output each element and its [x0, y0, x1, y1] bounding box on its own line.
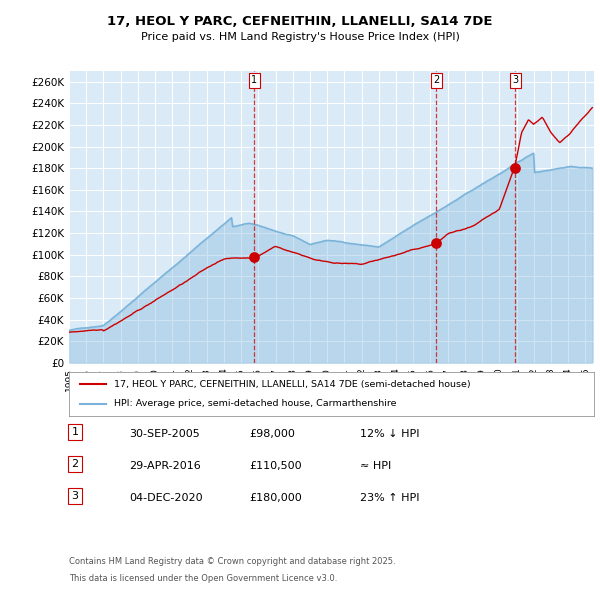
- Text: This data is licensed under the Open Government Licence v3.0.: This data is licensed under the Open Gov…: [69, 574, 337, 583]
- Text: 29-APR-2016: 29-APR-2016: [129, 461, 201, 471]
- Text: £110,500: £110,500: [249, 461, 302, 471]
- Text: 30-SEP-2005: 30-SEP-2005: [129, 429, 200, 439]
- Text: 2: 2: [433, 75, 439, 85]
- Text: £180,000: £180,000: [249, 493, 302, 503]
- Text: 23% ↑ HPI: 23% ↑ HPI: [360, 493, 419, 503]
- Text: HPI: Average price, semi-detached house, Carmarthenshire: HPI: Average price, semi-detached house,…: [113, 399, 396, 408]
- Text: ≈ HPI: ≈ HPI: [360, 461, 391, 471]
- Text: 1: 1: [71, 427, 79, 437]
- Text: 2: 2: [71, 459, 79, 469]
- Point: [249, 252, 259, 261]
- Point: [431, 238, 441, 248]
- Text: Price paid vs. HM Land Registry's House Price Index (HPI): Price paid vs. HM Land Registry's House …: [140, 32, 460, 42]
- Text: 3: 3: [512, 75, 518, 85]
- Text: 17, HEOL Y PARC, CEFNEITHIN, LLANELLI, SA14 7DE (semi-detached house): 17, HEOL Y PARC, CEFNEITHIN, LLANELLI, S…: [113, 379, 470, 389]
- Text: 12% ↓ HPI: 12% ↓ HPI: [360, 429, 419, 439]
- Text: 1: 1: [251, 75, 257, 85]
- Text: 04-DEC-2020: 04-DEC-2020: [129, 493, 203, 503]
- Text: £98,000: £98,000: [249, 429, 295, 439]
- Text: 17, HEOL Y PARC, CEFNEITHIN, LLANELLI, SA14 7DE: 17, HEOL Y PARC, CEFNEITHIN, LLANELLI, S…: [107, 15, 493, 28]
- Text: 3: 3: [71, 491, 79, 501]
- Point: [511, 163, 520, 173]
- Text: Contains HM Land Registry data © Crown copyright and database right 2025.: Contains HM Land Registry data © Crown c…: [69, 558, 395, 566]
